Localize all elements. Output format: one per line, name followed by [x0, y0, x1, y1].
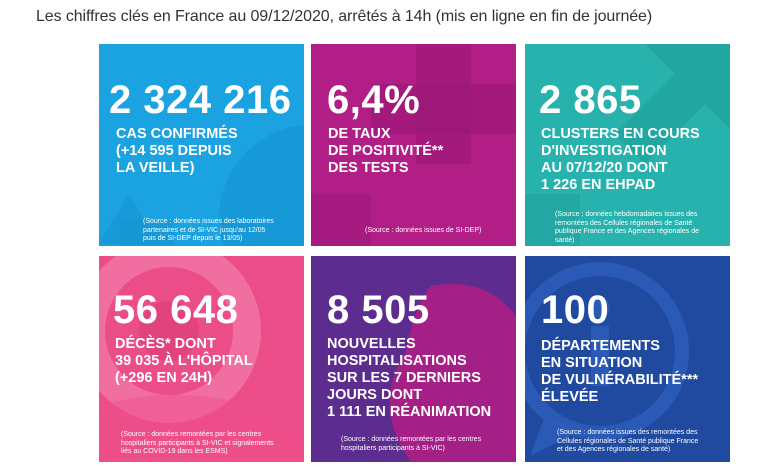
virus-icon [99, 124, 304, 246]
cas-source: (Source : données issues des laboratoire… [143, 218, 274, 242]
hospitalisations-source: (Source : données remontées par les cent… [341, 436, 482, 452]
ring-icon [99, 256, 304, 462]
departements-label: DÉPARTEMENTS EN SITUATION DE VULNÉRABILI… [541, 338, 699, 405]
positivite-source: (Source : données issues de SI-DEP) [365, 227, 482, 234]
info-bubble-icon [525, 262, 689, 456]
plus-shape-icon [311, 44, 516, 246]
departements-source: (Source : données issues des remontées d… [557, 429, 699, 453]
deces-label: DÉCÈS* DONT 39 035 À L'HÔPITAL (+296 EN … [115, 336, 253, 386]
clusters-source: (Source : données hebdomadaires issues d… [555, 211, 699, 244]
tile-positivite: 6,4% DE TAUX DE POSITIVITÉ** DES TESTS (… [311, 44, 516, 246]
tile-deces: 56 648 DÉCÈS* DONT 39 035 À L'HÔPITAL (+… [99, 256, 304, 462]
page-title: Les chiffres clés en France au 09/12/202… [36, 8, 653, 25]
blob-icon [389, 284, 516, 462]
clusters-number: 2 865 [539, 78, 642, 122]
clusters-label: CLUSTERS EN COURS D'INVESTIGATION AU 07/… [541, 126, 700, 193]
hospitalisations-number: 8 505 [327, 288, 430, 332]
deces-source: (Source : données remontées par les cent… [121, 431, 274, 455]
hospitalisations-label: NOUVELLES HOSPITALISATIONS SUR LES 7 DER… [327, 336, 492, 420]
tile-cas-confirmes: 2 324 216 CAS CONFIRMÉS (+14 595 DEPUIS … [99, 44, 304, 246]
tile-departements: 100 DÉPARTEMENTS EN SITUATION DE VULNÉRA… [525, 256, 730, 462]
departements-number: 100 [541, 288, 610, 332]
cas-number: 2 324 216 [109, 78, 292, 122]
tile-clusters: 2 865 CLUSTERS EN COURS D'INVESTIGATION … [525, 44, 730, 246]
cas-label: CAS CONFIRMÉS (+14 595 DEPUIS LA VEILLE) [116, 126, 238, 176]
deces-number: 56 648 [113, 288, 239, 332]
arrow-icon [525, 44, 730, 246]
positivite-label: DE TAUX DE POSITIVITÉ** DES TESTS [328, 126, 444, 176]
positivite-number: 6,4% [327, 78, 421, 122]
tile-hospitalisations: 8 505 NOUVELLES HOSPITALISATIONS SUR LES… [311, 256, 516, 462]
